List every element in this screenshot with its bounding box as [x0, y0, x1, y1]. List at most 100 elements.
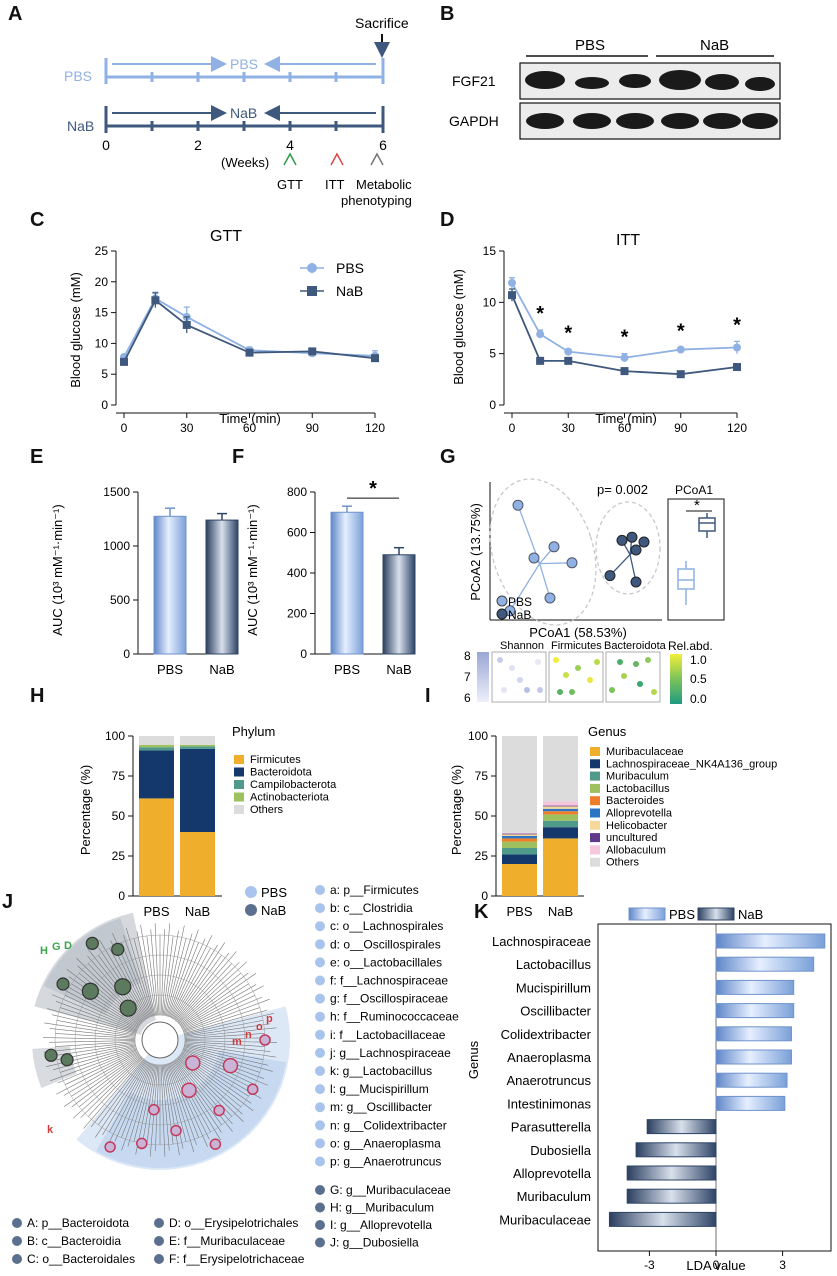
stack-segment-others [180, 736, 215, 745]
pcoa-pvalue: p= 0.002 [597, 482, 648, 497]
lda-bar-lactobacillus [715, 956, 815, 972]
taxa-dot-pbs [315, 1047, 325, 1058]
y-tick-label: 100 [468, 729, 488, 743]
legend-swatch [590, 771, 600, 781]
pcoa-boxplot-title: PCoA1 [675, 483, 713, 497]
taxa-dot-nab [12, 1236, 22, 1246]
stack-segment-others [139, 736, 174, 745]
clado-branch [169, 938, 206, 1018]
clado-branch [170, 1062, 210, 1140]
clado-branch [160, 1064, 166, 1157]
heat-dot-bacteroidota [637, 681, 643, 687]
taxa-label-nab: E: f__Muribaculaceae [169, 1234, 285, 1248]
legend-swatch [234, 767, 244, 777]
x-tick-label: PBS [143, 904, 169, 919]
heat-dot-shannon [535, 659, 541, 665]
stack-segment-allobaculum [502, 832, 537, 834]
y-tick-label: 75 [475, 769, 489, 783]
x-tick-label: 0 [713, 1258, 720, 1272]
clado-branch [127, 1063, 154, 1147]
legend-swatch [590, 796, 600, 806]
significance-star: * [677, 321, 685, 343]
clado-branch [172, 944, 218, 1019]
clado-node-nab [44, 1048, 58, 1062]
heat-dot-bacteroidota [621, 673, 627, 679]
lda-bar-anaerotruncus [715, 1072, 788, 1088]
series-line-nab [123, 298, 376, 363]
clado-node-nab [60, 1053, 74, 1067]
data-point-pbs [536, 330, 545, 339]
stack-segment-firmicutes [139, 798, 174, 896]
clado-branch [183, 998, 270, 1032]
clado-branch [163, 930, 179, 1016]
taxa-dot-nab [154, 1236, 164, 1246]
legend-swatch [590, 845, 600, 855]
legend-label: Actinobacteriota [250, 792, 330, 804]
phylum-y-label: Percentage (%) [78, 765, 93, 855]
bar-pbs [153, 515, 187, 655]
heat-strip-dots [497, 657, 657, 695]
taxa-dot-pbs [315, 903, 325, 914]
clado-branch [166, 1063, 195, 1153]
x-tick-label: 0 [121, 421, 128, 435]
heat-scale-0: 0.0 [690, 692, 707, 706]
blot-pbs-label: PBS [575, 37, 605, 54]
phylum-legend: FirmicutesBacteroidotaCampilobacterotaAc… [234, 754, 337, 816]
pcoa-legend-nab-marker [496, 608, 508, 620]
clado-branch [177, 962, 240, 1023]
lda-category-label: Mucispirillum [516, 980, 591, 995]
pbs-row-label: PBS [64, 68, 92, 84]
y-tick-label: 15 [483, 244, 497, 258]
legend-label: Firmicutes [250, 754, 301, 766]
clado-branch [90, 1059, 145, 1128]
clado-branch [184, 1042, 271, 1052]
genus-bars: PBS NaB [502, 736, 578, 919]
clado-branch [49, 1028, 136, 1038]
stack-segment-campilobacterota [139, 747, 174, 751]
lda-bar-colidextribacter [715, 1026, 792, 1042]
stack-segment-actinobacteriota [139, 744, 174, 748]
clado-branch [184, 1027, 277, 1038]
heat-dot-firmicutes [594, 659, 600, 665]
clado-branch [102, 1061, 148, 1136]
clado-branch [182, 996, 263, 1031]
lda-bars: -3 0 3 Lachnospiraceae Lactobacillus Mucispir… [492, 924, 826, 1272]
clado-branch [46, 1045, 136, 1068]
y-tick-label: 0 [481, 889, 488, 903]
clado-branch [56, 1051, 138, 1095]
clado-legend-pbs: PBS [261, 885, 287, 900]
y-tick-label: 50 [112, 809, 126, 823]
legend-swatch [590, 783, 600, 793]
y-tick-label: 0 [300, 647, 307, 661]
clado-branch [52, 994, 138, 1031]
y-tick-label: 25 [112, 849, 126, 863]
clado-node-nab [56, 977, 70, 991]
legend-nab-text: NaB [336, 283, 363, 299]
stack-segment-actinobacteriota [180, 744, 215, 747]
legend-label: Lachnospiraceae_NK4A136_group [606, 758, 777, 770]
heat-dot-bacteroidota [651, 689, 657, 695]
taxa-label-nab: H: g__Muribaculum [330, 1201, 434, 1215]
clado-branch [176, 951, 237, 1022]
lda-legend-pbs: PBS [669, 907, 695, 922]
clado-branch [63, 1054, 140, 1108]
data-point-nab [564, 356, 573, 365]
lda-category-label: Anaeroplasma [507, 1050, 592, 1065]
week-tick-4: 4 [286, 137, 294, 153]
taxa-dot-nab [315, 1202, 325, 1213]
panel-letter-h: H [30, 685, 44, 707]
taxa-dot-nab [315, 1237, 325, 1248]
clado-branch [121, 1063, 153, 1151]
pcoa-point-nab [616, 534, 628, 546]
lda-legend-nab-swatch [697, 907, 735, 921]
pcoa-legend-pbs-marker [496, 595, 508, 607]
stack-segment-alloprevotella [543, 808, 578, 812]
heat-label-shannon: Shannon [500, 640, 544, 652]
stack-segment-helicobacter [543, 806, 578, 809]
panel-b-western-blot: PBS NaB FGF21 GAPDH [449, 37, 781, 140]
clado-branch [114, 1062, 151, 1142]
y-tick-label: 1500 [103, 485, 130, 499]
legend-label: Campilobacterota [250, 779, 337, 791]
itt-marks: * * * * * [508, 277, 741, 379]
data-point-pbs [733, 343, 741, 352]
